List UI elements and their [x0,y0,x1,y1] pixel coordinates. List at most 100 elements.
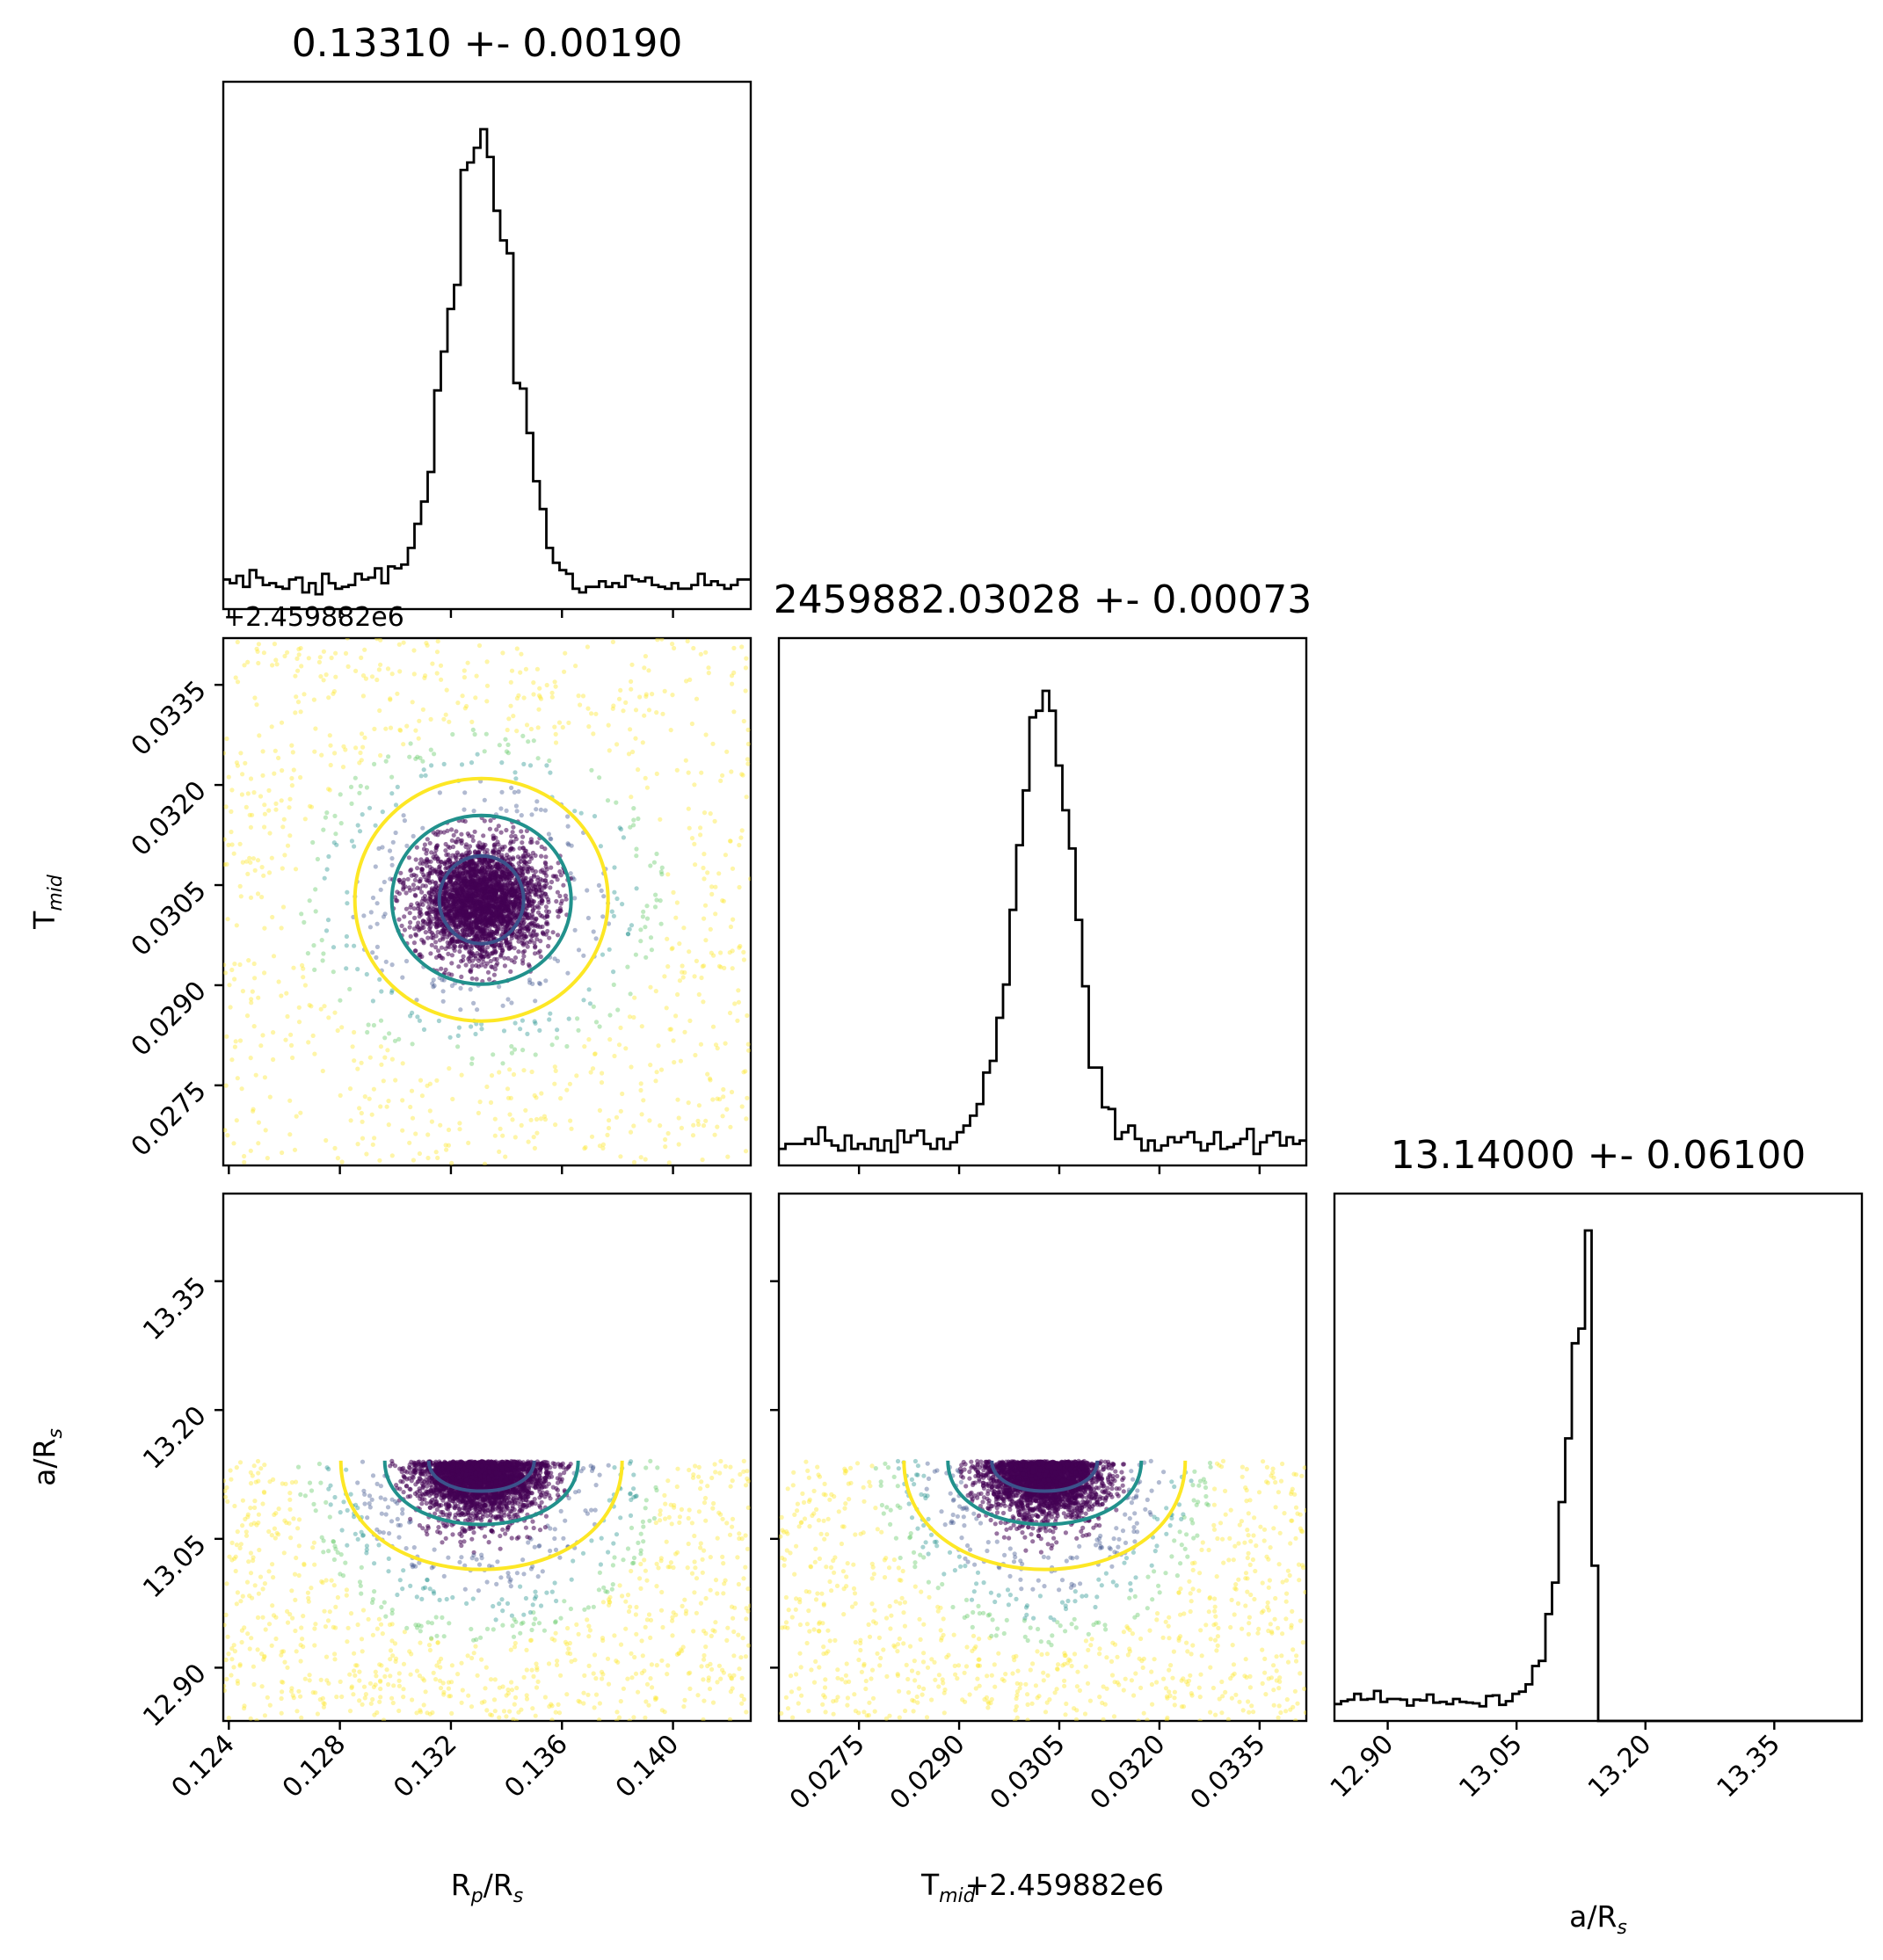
sample-point [698,825,703,831]
sample-point [498,941,505,947]
sample-point [698,832,703,838]
sample-point [462,807,467,812]
sample-point [262,970,267,976]
sample-point [745,1013,750,1019]
sample-point [416,903,421,909]
sample-point [482,797,487,802]
sample-point [400,1098,405,1103]
sample-point [724,749,730,754]
sample-point [370,895,376,901]
sample-point [475,931,480,936]
sample-point [633,1671,639,1676]
sample-point [597,1143,603,1149]
sample-point [362,735,367,740]
sample-point [528,726,534,732]
sample-point [638,1081,643,1086]
sample-point [270,914,275,920]
sample-point [454,829,459,834]
sample-point [530,867,535,874]
sample-point [495,839,500,845]
sample-point [681,926,687,931]
sample-point [728,838,733,844]
sample-point [717,1097,723,1102]
sample-point [687,825,692,831]
sample-point [444,687,449,693]
sample-point [313,1622,318,1627]
sample-point [658,898,663,904]
sample-point [276,979,281,984]
sample-point [513,1020,518,1026]
sample-point [289,743,294,748]
sample-point [450,938,455,943]
sample-point [235,763,240,768]
sample-point [256,1120,261,1125]
sample-point [282,653,287,659]
sample-point [493,887,498,893]
sample-point [350,1044,355,1049]
sample-point [679,1125,685,1130]
sample-point [389,988,395,993]
sample-point [251,856,256,861]
sample-point [631,823,636,828]
sample-point [415,754,420,759]
sample-point [469,719,475,725]
sample-point [601,894,607,899]
sample-point [720,898,725,904]
sample-point [377,708,382,714]
sample-point [618,826,624,832]
sample-point [287,1132,293,1137]
sample-point [327,788,332,793]
sample-point [367,1055,373,1060]
sample-point [433,940,439,945]
sample-point [413,948,418,954]
sample-point [505,1086,511,1092]
sample-point [534,799,540,804]
sample-point [360,1119,365,1124]
sample-point [712,1462,717,1467]
sample-point [491,1603,496,1609]
sample-point [269,855,274,860]
sample-point [488,1100,494,1105]
sample-point [529,916,534,921]
sample-point [357,760,362,766]
sample-point [528,878,534,883]
sample-point [563,897,569,902]
sample-point [381,914,387,919]
sample-point [319,938,324,943]
sample-point [224,736,229,742]
sample-point [458,943,463,948]
sample-point [616,1715,622,1720]
sample-point [534,807,539,812]
sample-point [229,788,235,793]
sample-point [646,708,652,713]
sample-point [233,675,238,680]
sample-point [320,958,325,963]
sample-point [476,909,483,914]
sample-point [481,833,486,838]
sample-point [407,885,412,890]
sample-point [440,998,446,1004]
sample-point [715,1124,720,1129]
sample-point [658,869,664,875]
sample-point [473,875,478,882]
sample-point [402,927,407,933]
sample-point [631,1123,636,1129]
sample-point [713,1470,718,1475]
sample-point [600,1071,605,1076]
sample-point [395,691,400,696]
sample-point [491,842,497,848]
sample-point [670,1618,675,1623]
sample-point [526,739,531,744]
sample-point [475,751,480,757]
sample-point [244,804,249,810]
sample-point [432,983,437,989]
sample-point [665,1663,671,1668]
sample-point [450,844,456,850]
sample-point [427,920,433,926]
sample-point [597,1107,603,1113]
sample-point [481,959,486,964]
sample-point [703,650,709,655]
sample-point [534,937,540,942]
sample-point [245,1512,251,1517]
sample-point [427,840,433,846]
